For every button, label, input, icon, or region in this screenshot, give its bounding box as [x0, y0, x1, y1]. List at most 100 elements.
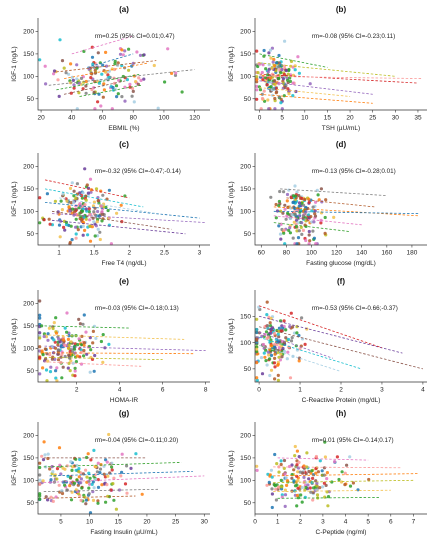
y-tick-label: 100 [240, 478, 251, 485]
data-point [131, 61, 135, 65]
data-point [279, 237, 283, 241]
data-point [84, 330, 88, 334]
data-point [38, 492, 42, 496]
data-point [102, 472, 106, 476]
data-point [84, 91, 88, 95]
data-point [287, 464, 292, 469]
fit-line [49, 471, 193, 477]
data-point [288, 325, 292, 329]
panel-label: (b) [336, 5, 347, 14]
y-tick-label: 50 [244, 231, 252, 238]
data-point [95, 220, 99, 224]
data-point [300, 316, 304, 320]
data-point [137, 76, 141, 80]
data-point [91, 341, 95, 345]
x-tick-label: 1 [298, 387, 302, 394]
data-point [282, 349, 287, 354]
data-point [57, 94, 61, 98]
data-point [81, 224, 85, 228]
data-point [67, 72, 71, 76]
data-point [290, 336, 294, 340]
fit-line [64, 62, 149, 79]
data-point [277, 355, 281, 359]
data-point [314, 200, 318, 204]
data-point [348, 455, 352, 459]
y-tick-label: 200 [23, 301, 34, 308]
x-tick-label: 3 [321, 519, 325, 526]
data-point [84, 198, 88, 202]
data-point [305, 465, 309, 469]
data-point [123, 99, 127, 103]
data-point [38, 482, 42, 486]
data-point [91, 329, 95, 333]
data-point [75, 77, 79, 81]
data-point [295, 242, 299, 246]
data-point [308, 239, 312, 243]
data-point [52, 321, 56, 325]
fit-line [259, 75, 423, 79]
data-point [300, 232, 304, 236]
data-point [101, 63, 105, 67]
data-point [79, 193, 83, 198]
data-point [64, 197, 68, 201]
data-point [276, 332, 280, 336]
x-tick-label: 6 [389, 519, 393, 526]
data-point [125, 78, 129, 82]
fit-line [44, 352, 196, 355]
data-point [295, 190, 299, 194]
data-point [89, 348, 93, 352]
data-point [283, 207, 287, 211]
data-point [285, 192, 290, 197]
data-point [266, 73, 270, 77]
data-point [76, 343, 80, 347]
data-point [284, 336, 288, 340]
data-point [283, 203, 287, 207]
data-point [66, 366, 70, 370]
data-point [289, 59, 294, 64]
x-tick-label: 80 [283, 250, 291, 257]
data-point [78, 202, 82, 206]
data-point [75, 463, 79, 468]
data-point [272, 361, 277, 365]
data-point [277, 326, 281, 330]
data-point [272, 57, 276, 62]
data-point [38, 497, 42, 501]
data-point [294, 344, 298, 348]
data-point [54, 369, 58, 373]
data-point [100, 483, 104, 487]
data-point [268, 48, 273, 52]
x-tick-label: 5 [280, 115, 284, 122]
data-point [73, 342, 77, 346]
fit-line [273, 206, 419, 217]
panel-label: (d) [336, 140, 347, 149]
data-point [298, 347, 302, 351]
data-point [120, 452, 124, 456]
data-point [92, 210, 96, 214]
data-point [324, 198, 328, 202]
data-point [297, 204, 301, 208]
data-point [330, 480, 334, 484]
data-point [106, 73, 110, 77]
data-point [115, 95, 119, 99]
data-point [46, 456, 50, 461]
data-point [283, 504, 287, 508]
data-point [120, 95, 124, 99]
data-point [49, 365, 53, 369]
data-point [38, 58, 42, 62]
data-point [256, 64, 260, 69]
data-point [135, 50, 139, 54]
data-point [279, 352, 283, 356]
data-point [270, 46, 274, 50]
data-point [286, 337, 291, 342]
correlation-annotation: rm=-0.08 (95% CI=-0.23;0.11) [312, 33, 396, 40]
x-tick-label: 5 [366, 519, 370, 526]
y-tick-label: 200 [240, 164, 251, 171]
x-axis-title: C-Reactive Protein (mg/dL) [302, 397, 381, 404]
data-point [98, 230, 102, 234]
data-point [277, 61, 281, 65]
data-point [59, 360, 63, 365]
data-point [114, 84, 119, 88]
data-point [88, 239, 93, 243]
x-tick-label: 8 [204, 387, 208, 394]
